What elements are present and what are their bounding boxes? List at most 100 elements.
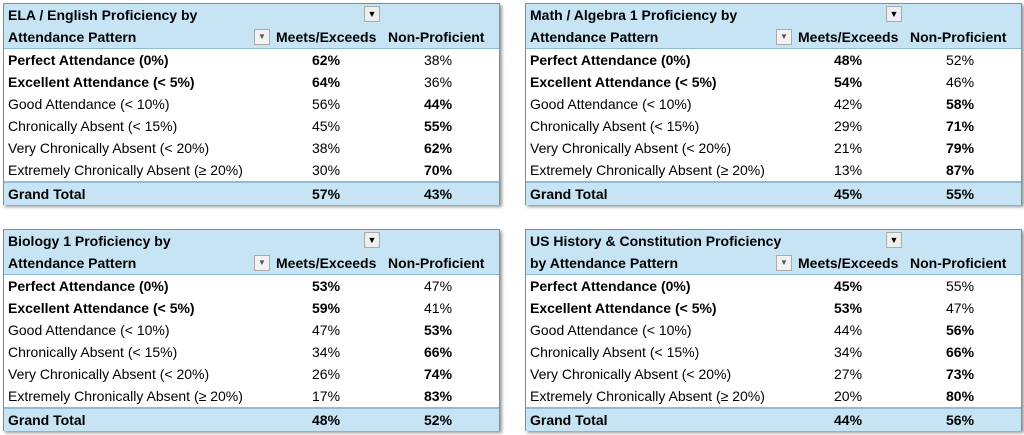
meets-value: 45% [834, 186, 863, 202]
row-label: Excellent Attendance (< 5%) [8, 300, 195, 316]
row-label: Very Chronically Absent (< 20%) [8, 140, 210, 156]
filter-icon[interactable]: ▼ [364, 232, 380, 248]
table-row: Extremely Chronically Absent (≥ 20%) 30%… [4, 159, 499, 181]
non-proficient-value: 55% [946, 278, 975, 294]
table-row: Perfect Attendance (0%) 53% 47% [4, 275, 499, 297]
table-header: Math / Algebra 1 Proficiency by ▼ Attend… [526, 4, 1021, 49]
row-label: Good Attendance (< 10%) [530, 96, 692, 112]
non-proficient-value: 74% [424, 366, 453, 382]
non-proficient-value: 36% [424, 74, 453, 90]
non-proficient-value: 56% [946, 412, 975, 428]
filter-icon[interactable]: ▼ [364, 6, 380, 22]
table-title: Biology 1 Proficiency by [8, 233, 171, 249]
table-row: Good Attendance (< 10%) 44% 56% [526, 319, 1021, 341]
non-proficient-value: 70% [424, 162, 453, 178]
dropdown-icon[interactable]: ▼ [776, 255, 792, 271]
non-proficient-value: 83% [424, 388, 453, 404]
grand-total-row: Grand Total 57% 43% [4, 181, 499, 205]
row-label: Excellent Attendance (< 5%) [8, 74, 195, 90]
non-proficient-value: 55% [946, 186, 975, 202]
meets-value: 44% [834, 412, 863, 428]
non-proficient-value: 52% [946, 52, 975, 68]
grand-total-label: Grand Total [530, 186, 608, 202]
non-proficient-value: 46% [946, 74, 975, 90]
column-header-meets: Meets/Exceeds [276, 255, 377, 271]
row-label: Excellent Attendance (< 5%) [530, 74, 717, 90]
dropdown-icon[interactable]: ▼ [254, 255, 270, 271]
row-label-header: Attendance Pattern [8, 255, 137, 271]
pivot-table: US History & Constitution Proficiency ▼ … [525, 229, 1022, 431]
row-label: Perfect Attendance (0%) [8, 278, 169, 294]
table-row: Very Chronically Absent (< 20%) 27% 73% [526, 363, 1021, 385]
non-proficient-value: 80% [946, 388, 975, 404]
meets-value: 26% [312, 366, 341, 382]
grand-total-label: Grand Total [8, 186, 86, 202]
table-row: Excellent Attendance (< 5%) 54% 46% [526, 71, 1021, 93]
meets-value: 53% [834, 300, 863, 316]
filter-icon[interactable]: ▼ [886, 232, 902, 248]
meets-value: 56% [312, 96, 341, 112]
non-proficient-value: 38% [424, 52, 453, 68]
meets-value: 42% [834, 96, 863, 112]
table-row: Very Chronically Absent (< 20%) 21% 79% [526, 137, 1021, 159]
non-proficient-value: 87% [946, 162, 975, 178]
row-label: Very Chronically Absent (< 20%) [530, 140, 732, 156]
row-label: Good Attendance (< 10%) [8, 96, 170, 112]
row-label: Chronically Absent (< 15%) [8, 344, 178, 360]
meets-value: 27% [834, 366, 863, 382]
grand-total-label: Grand Total [530, 412, 608, 428]
row-label: Chronically Absent (< 15%) [530, 344, 700, 360]
dropdown-icon[interactable]: ▼ [776, 29, 792, 45]
dropdown-icon[interactable]: ▼ [254, 29, 270, 45]
non-proficient-value: 79% [946, 140, 975, 156]
row-label: Extremely Chronically Absent (≥ 20%) [8, 388, 243, 404]
meets-value: 45% [834, 278, 863, 294]
meets-value: 57% [312, 186, 341, 202]
row-label-header: by Attendance Pattern [530, 255, 679, 271]
table-title: US History & Constitution Proficiency [530, 233, 782, 249]
table-title: Math / Algebra 1 Proficiency by [530, 7, 738, 23]
non-proficient-value: 58% [946, 96, 975, 112]
non-proficient-value: 52% [424, 412, 453, 428]
row-label: Extremely Chronically Absent (≥ 20%) [8, 162, 243, 178]
meets-value: 45% [312, 118, 341, 134]
row-label: Very Chronically Absent (< 20%) [530, 366, 732, 382]
row-label: Chronically Absent (< 15%) [8, 118, 178, 134]
column-header-non-proficient: Non-Proficient [910, 29, 1007, 45]
meets-value: 59% [312, 300, 341, 316]
non-proficient-value: 66% [424, 344, 453, 360]
meets-value: 53% [312, 278, 341, 294]
non-proficient-value: 73% [946, 366, 975, 382]
meets-value: 17% [312, 388, 341, 404]
grand-total-label: Grand Total [8, 412, 86, 428]
meets-value: 13% [834, 162, 863, 178]
table-row: Good Attendance (< 10%) 56% 44% [4, 93, 499, 115]
meets-value: 62% [312, 52, 341, 68]
non-proficient-value: 55% [424, 118, 453, 134]
table-row: Extremely Chronically Absent (≥ 20%) 17%… [4, 385, 499, 407]
meets-value: 34% [312, 344, 341, 360]
table-row: Very Chronically Absent (< 20%) 38% 62% [4, 137, 499, 159]
table-header: ELA / English Proficiency by ▼ Attendanc… [4, 4, 499, 49]
row-label: Chronically Absent (< 15%) [530, 118, 700, 134]
meets-value: 20% [834, 388, 863, 404]
meets-value: 34% [834, 344, 863, 360]
non-proficient-value: 47% [424, 278, 453, 294]
column-header-non-proficient: Non-Proficient [388, 255, 485, 271]
meets-value: 21% [834, 140, 863, 156]
table-row: Chronically Absent (< 15%) 45% 55% [4, 115, 499, 137]
non-proficient-value: 43% [424, 186, 453, 202]
row-label: Good Attendance (< 10%) [530, 322, 692, 338]
row-label: Good Attendance (< 10%) [8, 322, 170, 338]
filter-icon[interactable]: ▼ [886, 6, 902, 22]
table-row: Extremely Chronically Absent (≥ 20%) 20%… [526, 385, 1021, 407]
table-row: Perfect Attendance (0%) 48% 52% [526, 49, 1021, 71]
column-header-meets: Meets/Exceeds [798, 255, 899, 271]
meets-value: 64% [312, 74, 341, 90]
pivot-table: Math / Algebra 1 Proficiency by ▼ Attend… [525, 3, 1022, 205]
table-title: ELA / English Proficiency by [8, 7, 198, 23]
meets-value: 38% [312, 140, 341, 156]
non-proficient-value: 56% [946, 322, 975, 338]
meets-value: 29% [834, 118, 863, 134]
grand-total-row: Grand Total 48% 52% [4, 407, 499, 431]
